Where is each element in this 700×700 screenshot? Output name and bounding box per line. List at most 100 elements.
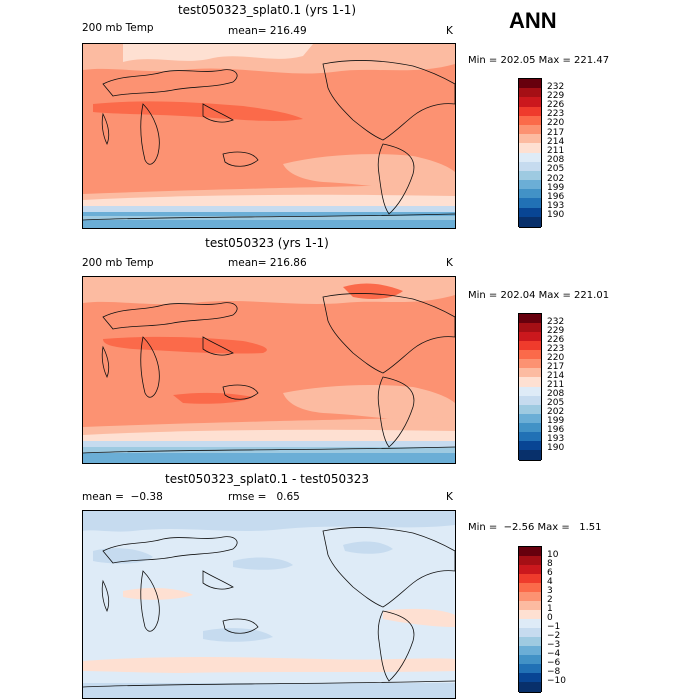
coastline	[101, 579, 110, 612]
colorbar-tick-label: 196	[547, 425, 565, 436]
colorbar-tick-label: 217	[547, 361, 565, 372]
panel2-units: K	[446, 257, 453, 269]
coastline	[322, 526, 455, 608]
colorbar-tick-label: 208	[547, 389, 565, 400]
colorbar-swatch	[519, 216, 541, 228]
contour-south-pale	[283, 154, 455, 194]
contour-north-pale	[123, 44, 313, 62]
coastline	[322, 292, 455, 374]
panel3-minmax: Min = −2.56 Max = 1.51	[468, 522, 602, 533]
colorbar-swatch	[519, 449, 541, 461]
colorbar-tick-label: 4	[547, 576, 553, 587]
coastline	[222, 151, 259, 167]
colorbar-tick-label: 193	[547, 434, 565, 445]
coastline	[140, 103, 160, 165]
panel3-title: test050323_splat0.1 - test050323	[164, 472, 369, 486]
colorbar-tick-label: 232	[547, 316, 565, 327]
coastline	[101, 112, 110, 145]
colorbar-tick-label: 226	[547, 334, 565, 345]
panel2-map	[82, 276, 456, 464]
panel1-minmax: Min = 202.05 Max = 221.47	[468, 55, 610, 66]
colorbar-tick-label: 211	[547, 146, 565, 156]
panel2-mean: mean= 216.86	[228, 257, 307, 269]
colorbar-tick-label: 229	[547, 90, 565, 101]
season-label: ANN	[509, 8, 557, 33]
coastline	[102, 69, 238, 97]
coastline	[222, 618, 259, 634]
colorbar-tick-label: −3	[547, 639, 561, 650]
coastline	[222, 384, 259, 400]
colorbar-tick-label: 232	[547, 81, 565, 92]
coastline	[102, 302, 238, 330]
panel2-variable: 200 mb Temp	[82, 257, 154, 269]
colorbar-tick-label: 196	[547, 191, 565, 202]
coastline	[377, 376, 415, 448]
coastline	[102, 536, 238, 564]
colorbar-tick-label: 214	[547, 136, 565, 147]
colorbar-tick-label: 223	[547, 343, 565, 354]
colorbar-tick-label: −2	[547, 630, 561, 641]
colorbar-tick-label: 199	[547, 416, 565, 427]
contour-warm-2	[383, 608, 455, 627]
colorbar-tick-label: 6	[547, 567, 553, 578]
colorbar-tick-label: 205	[547, 164, 565, 175]
contour-blob-3	[343, 541, 393, 554]
coastlines	[83, 526, 455, 688]
colorbar-tick-label: −6	[547, 657, 561, 668]
colorbar-tick-label: 211	[547, 380, 565, 390]
panel3-units: K	[446, 491, 453, 503]
colorbar-tick-label: 2	[547, 594, 553, 605]
contour-south-blue	[83, 683, 455, 698]
colorbar-tick-label: 226	[547, 100, 565, 111]
contour-blob-1	[93, 548, 153, 564]
coastline	[377, 610, 415, 682]
coastline	[377, 143, 415, 215]
panel1-map	[82, 43, 456, 229]
coastlines	[83, 292, 455, 454]
coastline	[140, 570, 160, 632]
panel2-title: test050323 (yrs 1-1)	[205, 236, 329, 250]
colorbar-tick-label: 193	[547, 201, 565, 212]
contour-north-blue	[83, 511, 455, 532]
coastline	[101, 345, 110, 378]
coastline	[83, 680, 455, 688]
colorbar-tick-label: 10	[547, 549, 559, 560]
colorbar-tick-label: −4	[547, 648, 561, 659]
panel1-units: K	[446, 25, 453, 37]
panel1-colorbar	[518, 78, 542, 228]
panel3-mean: mean = −0.38	[82, 491, 163, 503]
colorbar-tick-label: −1	[547, 621, 561, 632]
colorbar-tick-label: 0	[547, 612, 553, 623]
colorbar-tick-label: 208	[547, 155, 565, 166]
coastline	[83, 213, 455, 221]
colorbar-tick-label: 190	[547, 443, 565, 454]
colorbar-tick-label: 199	[547, 182, 565, 193]
contour-south-blue4	[83, 220, 455, 228]
colorbar-tick-label: 8	[547, 558, 553, 569]
coastlines	[83, 59, 455, 221]
coastline	[202, 103, 234, 123]
coastline	[322, 59, 455, 141]
coastline	[202, 336, 234, 356]
colorbar-tick-label: 1	[547, 603, 553, 614]
colorbar-tick-label: 217	[547, 127, 565, 138]
panel1-title: test050323_splat0.1 (yrs 1-1)	[177, 3, 357, 17]
colorbar-swatch	[519, 682, 541, 693]
contour-south-pale	[283, 385, 455, 425]
colorbar-tick-label: 202	[547, 407, 565, 418]
coastline	[202, 570, 234, 590]
colorbar-tick-label: 190	[547, 210, 565, 221]
panel3-colorbar	[518, 546, 542, 693]
contour-blob-4	[203, 628, 273, 642]
panel3-rmse: rmse = 0.65	[228, 491, 300, 503]
panel1-variable: 200 mb Temp	[82, 22, 154, 34]
colorbar-tick-label: 214	[547, 370, 565, 381]
colorbar-tick-label: 229	[547, 325, 565, 336]
panel2-minmax: Min = 202.04 Max = 221.01	[468, 290, 610, 301]
panel1-mean: mean= 216.49	[228, 25, 307, 37]
coastline	[83, 446, 455, 454]
colorbar-tick-label: −8	[547, 666, 561, 677]
colorbar-tick-label: 223	[547, 109, 565, 120]
colorbar-tick-label: 220	[547, 352, 565, 363]
contour-south-blue3	[83, 453, 455, 463]
